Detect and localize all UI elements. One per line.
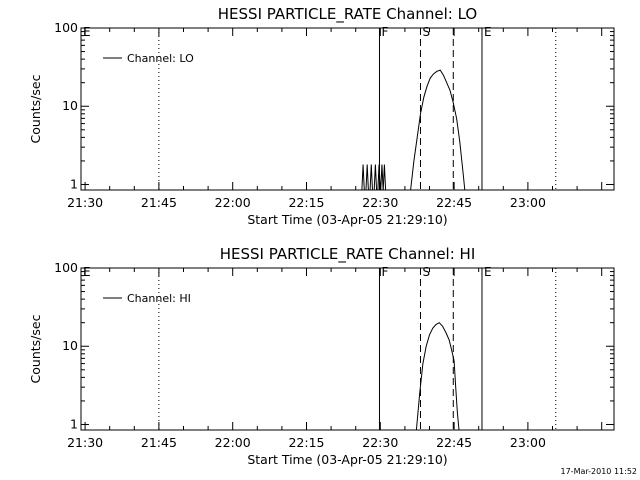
x-tick-label: 21:45 xyxy=(141,435,177,450)
y-tick-label: 1 xyxy=(70,176,78,191)
legend-label: Channel: LO xyxy=(127,52,194,65)
y-tick-label: 1 xyxy=(70,416,78,431)
data-spike xyxy=(369,164,373,191)
x-tick-label: 22:00 xyxy=(215,195,251,210)
x-tick-label: 22:00 xyxy=(215,435,251,450)
x-tick-label: 22:15 xyxy=(288,195,324,210)
x-tick-label: 22:45 xyxy=(436,435,472,450)
chart-title: HESSI PARTICLE_RATE Channel: LO xyxy=(218,5,477,24)
data-series-line xyxy=(415,322,460,431)
y-tick-label: 100 xyxy=(54,260,78,275)
chart-2: HESSI PARTICLE_RATE Channel: HI Counts/se… xyxy=(28,245,615,467)
data-spike xyxy=(380,164,384,191)
x-tick-label: 22:30 xyxy=(362,435,398,450)
x-tick-label: 23:00 xyxy=(510,435,546,450)
y-tick-label: 10 xyxy=(62,338,78,353)
y-tick-label: 10 xyxy=(62,98,78,113)
data-series-line xyxy=(410,69,466,191)
y-axis-label: Counts/sec xyxy=(28,314,43,383)
chart-title: HESSI PARTICLE_RATE Channel: HI xyxy=(220,245,476,264)
event-marker-label: S xyxy=(422,25,430,39)
y-axis-label: Counts/sec xyxy=(28,74,43,143)
data-spike xyxy=(361,164,365,191)
event-marker-label: E xyxy=(484,25,492,39)
data-spike xyxy=(382,164,387,191)
data-spike xyxy=(377,164,381,191)
event-marker-label: E xyxy=(484,265,492,279)
x-tick-label: 21:45 xyxy=(141,195,177,210)
legend-label: Channel: HI xyxy=(127,292,191,305)
data-spike xyxy=(365,164,369,191)
x-tick-label: 21:30 xyxy=(67,195,103,210)
event-marker-label: S xyxy=(422,265,430,279)
x-axis-label: Start Time (03-Apr-05 21:29:10) xyxy=(247,452,447,467)
event-marker-label: E xyxy=(83,25,91,39)
footer-timestamp: 17-Mar-2010 11:52 xyxy=(560,467,638,476)
x-axis-label: Start Time (03-Apr-05 21:29:10) xyxy=(247,212,447,227)
event-marker-label: F xyxy=(381,25,388,39)
x-tick-label: 22:30 xyxy=(362,195,398,210)
y-tick-label: 100 xyxy=(54,20,78,35)
x-tick-label: 23:00 xyxy=(510,195,546,210)
event-marker-label: E xyxy=(83,265,91,279)
x-tick-label: 22:45 xyxy=(436,195,472,210)
data-spike xyxy=(373,164,378,191)
x-tick-label: 22:15 xyxy=(288,435,324,450)
event-marker-label: F xyxy=(381,265,388,279)
x-tick-label: 21:30 xyxy=(67,435,103,450)
chart-1: HESSI PARTICLE_RATE Channel: LO Counts/se… xyxy=(28,5,615,227)
